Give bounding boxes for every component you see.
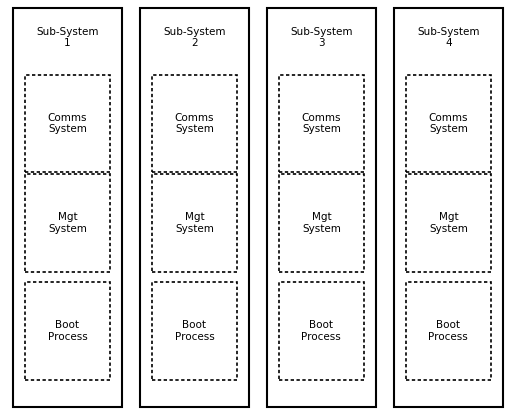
Bar xyxy=(25,282,110,380)
Text: Boot
Process: Boot Process xyxy=(48,320,87,342)
Bar xyxy=(140,8,249,407)
Bar xyxy=(406,174,491,272)
Text: Comms
System: Comms System xyxy=(175,112,214,134)
Bar xyxy=(25,174,110,272)
Bar xyxy=(25,75,110,172)
Bar xyxy=(267,8,376,407)
Text: Boot
Process: Boot Process xyxy=(175,320,214,342)
Text: Sub-System
2: Sub-System 2 xyxy=(163,27,226,48)
Text: Boot
Process: Boot Process xyxy=(428,320,468,342)
Text: Sub-System
4: Sub-System 4 xyxy=(417,27,480,48)
Bar xyxy=(152,282,237,380)
Text: Mgt
System: Mgt System xyxy=(175,212,214,234)
Bar xyxy=(152,75,237,172)
Bar xyxy=(279,75,364,172)
Bar xyxy=(279,174,364,272)
Bar xyxy=(406,282,491,380)
Text: Mgt
System: Mgt System xyxy=(429,212,468,234)
Text: Boot
Process: Boot Process xyxy=(302,320,341,342)
Text: Sub-System
3: Sub-System 3 xyxy=(290,27,353,48)
Text: Mgt
System: Mgt System xyxy=(48,212,87,234)
Bar xyxy=(152,174,237,272)
Text: Comms
System: Comms System xyxy=(48,112,87,134)
Bar xyxy=(394,8,503,407)
Text: Comms
System: Comms System xyxy=(428,112,468,134)
Text: Comms
System: Comms System xyxy=(302,112,341,134)
Bar xyxy=(13,8,122,407)
Bar xyxy=(406,75,491,172)
Text: Mgt
System: Mgt System xyxy=(302,212,341,234)
Bar xyxy=(279,282,364,380)
Text: Sub-System
1: Sub-System 1 xyxy=(36,27,99,48)
